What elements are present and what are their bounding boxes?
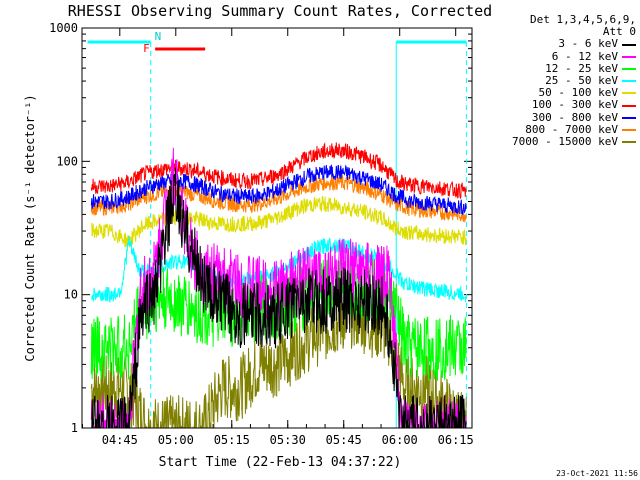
series-line <box>90 141 467 200</box>
date-stamp: 23-Oct-2021 11:56 <box>556 469 638 478</box>
legend-swatch <box>622 116 636 119</box>
legend-label: 12 - 25 keV <box>545 61 618 75</box>
chart-title: RHESSI Observing Summary Count Rates, Co… <box>68 2 492 20</box>
legend-swatch <box>622 92 636 95</box>
series-line <box>90 164 467 215</box>
legend-entry: 100 - 300 keV <box>486 99 636 111</box>
legend-entry: 3 - 6 keV <box>486 38 636 50</box>
saa-label: N <box>155 30 162 43</box>
y-tick-label: 100 <box>56 154 78 168</box>
legend-entry: 6 - 12 keV <box>486 49 636 63</box>
series-line <box>90 174 467 223</box>
legend-swatch <box>622 128 636 131</box>
legend-label: 50 - 100 keV <box>538 86 618 100</box>
y-tick-label: 10 <box>64 288 78 302</box>
legend-label: 25 - 50 keV <box>545 74 618 88</box>
legend-label: 300 - 800 keV <box>531 110 618 124</box>
y-axis-label: Corrected Count Rate (s⁻¹ detector⁻¹) <box>23 94 37 361</box>
flare-label: F <box>143 42 150 55</box>
x-tick-label: 06:15 <box>438 433 474 447</box>
y-tick-label: 1 <box>71 421 78 435</box>
x-axis-label: Start Time (22-Feb-13 04:37:22) <box>159 455 402 470</box>
legend-entry: 300 - 800 keV <box>486 110 636 124</box>
legend-entry: 800 - 7000 keV <box>486 122 636 136</box>
series-line <box>90 195 467 248</box>
legend-entry: 7000 - 15000 keV <box>486 135 636 149</box>
plot-area <box>81 27 473 429</box>
legend-swatch <box>622 67 636 70</box>
axis-ticks: 04:45 05:00 05:15 05:30 05:45 06:00 06:15 1 10 10… <box>49 21 474 447</box>
x-tick-label: 05:00 <box>158 433 194 447</box>
legend-label: 6 - 12 keV <box>551 49 618 63</box>
legend-label: 7000 - 15000 keV <box>512 135 618 149</box>
series-line <box>90 282 467 429</box>
legend-label: 100 - 300 keV <box>531 98 618 112</box>
legend-entry: 25 - 50 keV <box>486 74 636 88</box>
x-tick-label: 05:45 <box>326 433 362 447</box>
legend-swatch <box>622 104 636 107</box>
legend-swatch <box>622 80 636 83</box>
legend-header-line-1: Det 1,3,4,5,6,9, <box>530 13 636 26</box>
legend-label: 800 - 7000 keV <box>525 122 618 136</box>
series-layer <box>90 141 467 430</box>
legend-swatch <box>622 141 636 144</box>
legend-header-line-2: Att 0 <box>602 25 636 39</box>
legend-swatch <box>622 43 636 46</box>
x-tick-label: 05:15 <box>214 433 250 447</box>
legend-entry: 50 - 100 keV <box>486 87 636 99</box>
x-tick-label: 04:45 <box>102 433 138 447</box>
legend-entry: 12 - 25 keV <box>486 61 636 75</box>
legend-swatch <box>622 55 636 58</box>
legend: Det 1,3,4,5,6,9, Att 0 3 - 6 keV 6 - 12 k… <box>486 13 636 149</box>
y-tick-label: 1000 <box>49 21 78 35</box>
x-tick-label: 05:30 <box>270 433 306 447</box>
x-tick-label: 06:00 <box>382 433 418 447</box>
legend-label: 3 - 6 keV <box>558 37 618 51</box>
